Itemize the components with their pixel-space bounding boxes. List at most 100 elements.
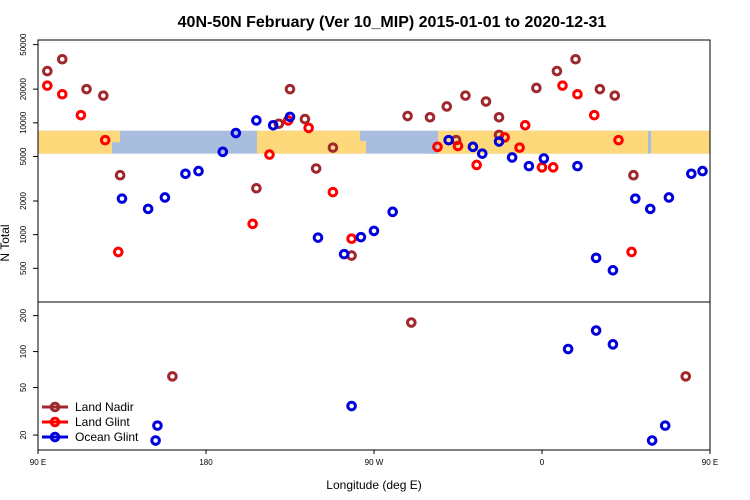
data-point xyxy=(368,225,380,237)
x-tick-label: 0 xyxy=(540,458,545,467)
data-point xyxy=(557,80,568,91)
map-land xyxy=(257,130,360,154)
top-panel-frame xyxy=(37,39,711,303)
data-point xyxy=(327,142,339,153)
data-point xyxy=(441,101,453,112)
legend-marker xyxy=(49,401,61,413)
data-point xyxy=(572,88,583,100)
data-point xyxy=(284,83,296,95)
data-point xyxy=(42,80,53,91)
top-y-tick-label: 50000 xyxy=(19,33,28,56)
data-point xyxy=(594,83,606,95)
data-point xyxy=(264,149,275,160)
data-point xyxy=(159,192,171,203)
data-point xyxy=(663,192,675,203)
map-land xyxy=(38,130,112,154)
top-y-tick-label: 20000 xyxy=(19,77,28,100)
data-point xyxy=(467,141,479,153)
data-point xyxy=(247,218,258,230)
data-point xyxy=(452,140,464,152)
data-point xyxy=(387,206,398,218)
bottom-y-tick-label: 200 xyxy=(19,308,28,322)
data-point xyxy=(310,163,322,174)
map-land xyxy=(360,141,366,154)
data-point xyxy=(506,152,518,163)
top-y-tick-label: 1000 xyxy=(19,225,28,243)
data-point xyxy=(303,122,314,134)
data-point xyxy=(471,159,482,171)
x-tick-label: 90 E xyxy=(30,458,46,467)
data-point xyxy=(493,112,505,123)
legend-label: Ocean Glint xyxy=(75,430,139,444)
data-point xyxy=(536,162,548,173)
series-land-glint xyxy=(42,80,637,258)
data-point xyxy=(570,53,581,65)
data-point xyxy=(460,90,471,101)
data-point xyxy=(273,118,285,130)
data-point xyxy=(99,134,111,146)
data-point xyxy=(680,371,692,382)
map-land xyxy=(651,130,710,154)
chart-title: 40N-50N February (Ver 10_MIP) 2015-01-01… xyxy=(178,14,607,31)
legend-marker xyxy=(49,416,61,428)
data-point xyxy=(588,109,600,121)
data-point xyxy=(284,111,296,123)
data-point xyxy=(112,246,124,258)
data-point xyxy=(98,90,109,101)
data-point xyxy=(327,186,339,198)
data-point xyxy=(75,109,87,121)
data-point xyxy=(644,203,656,215)
top-y-tick-label: 500 xyxy=(19,261,28,275)
data-point xyxy=(630,193,641,204)
data-point xyxy=(338,248,350,260)
data-point xyxy=(267,120,279,131)
data-point xyxy=(443,134,454,146)
data-point xyxy=(551,65,563,77)
data-point xyxy=(251,182,262,194)
data-point xyxy=(180,168,191,180)
data-point xyxy=(628,169,639,181)
data-point xyxy=(531,82,542,94)
bottom-y-tick-label: 20 xyxy=(19,430,28,439)
data-point xyxy=(626,246,637,258)
data-point xyxy=(56,53,68,65)
data-point xyxy=(299,113,311,125)
data-point xyxy=(607,265,619,276)
data-point xyxy=(476,148,488,159)
legend-label: Land Nadir xyxy=(75,400,134,414)
data-point xyxy=(572,160,583,172)
data-point xyxy=(406,317,417,328)
data-point xyxy=(538,153,550,164)
data-point xyxy=(193,165,204,177)
data-point xyxy=(116,193,128,204)
data-point xyxy=(346,400,357,412)
data-point xyxy=(150,435,161,446)
data-point xyxy=(56,88,68,100)
data-point xyxy=(42,65,53,77)
data-point xyxy=(659,420,671,431)
data-point xyxy=(590,252,602,264)
data-point xyxy=(355,231,367,243)
data-point xyxy=(230,127,242,139)
data-point xyxy=(514,142,525,153)
series-ocean-glint xyxy=(116,111,708,276)
data-point xyxy=(519,120,531,131)
data-point xyxy=(562,343,574,355)
data-point xyxy=(493,136,505,147)
data-point xyxy=(142,203,154,215)
data-point xyxy=(697,165,708,177)
data-point xyxy=(432,141,443,153)
bottom-panel-frame xyxy=(37,301,711,451)
data-point xyxy=(424,112,436,123)
data-point xyxy=(523,160,535,172)
data-point xyxy=(646,435,658,446)
x-tick-label: 90 W xyxy=(365,458,384,467)
data-point xyxy=(609,90,621,101)
legend-label: Land Glint xyxy=(75,415,130,429)
legend-marker xyxy=(49,431,61,443)
data-point xyxy=(480,96,492,107)
data-point xyxy=(590,325,602,336)
data-point xyxy=(613,134,624,146)
data-point xyxy=(217,146,229,158)
